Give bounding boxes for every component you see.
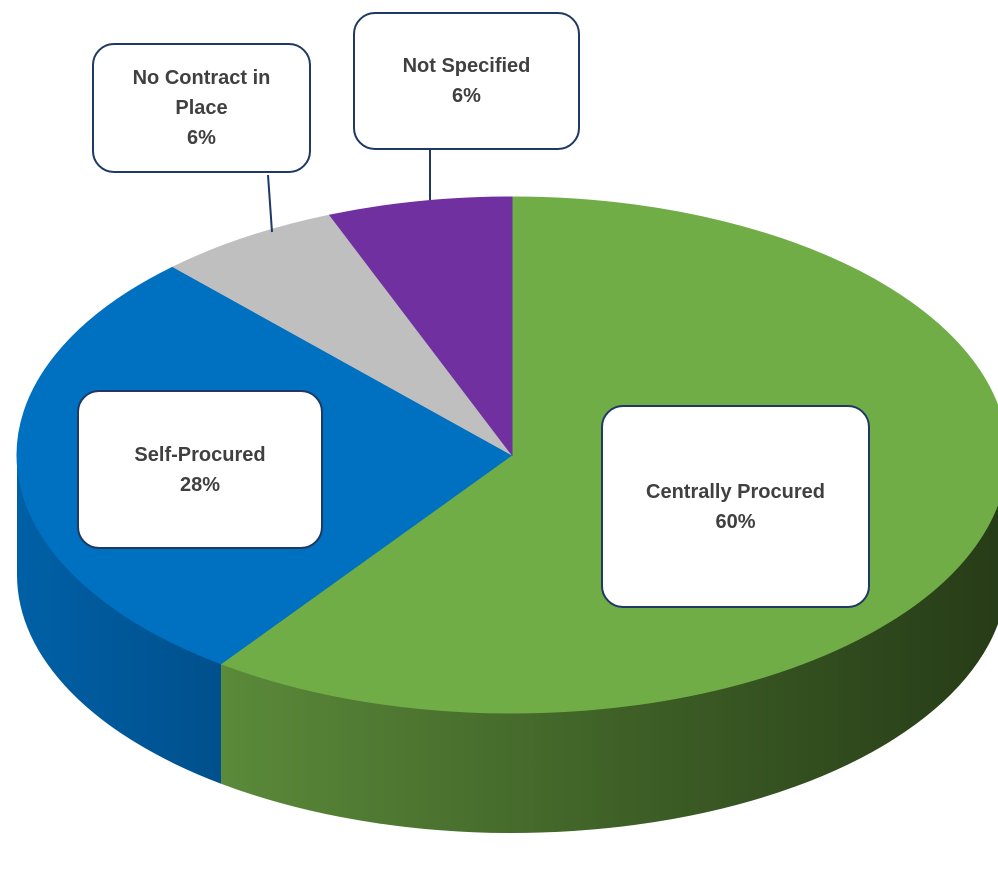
pie-slice (172, 214, 513, 456)
label-name: Self-Procured (134, 443, 266, 466)
data-label: Not Specified 6% (353, 12, 580, 150)
label-value: 6% (187, 127, 216, 149)
label-value: 6% (452, 85, 481, 107)
label-name: Not Specified (402, 55, 531, 77)
data-label: No Contract in Place 6% (92, 43, 311, 173)
label-value: 60% (715, 510, 756, 533)
label-name: No Contract in Place (132, 67, 271, 119)
data-label: Self-Procured 28% (77, 390, 323, 549)
leader-line (267, 174, 273, 233)
label-value: 28% (179, 473, 221, 496)
pie-sides (17, 455, 998, 833)
data-label: Centrally Procured 60% (601, 405, 870, 608)
label-name: Centrally Procured (646, 480, 825, 503)
pie-side (17, 455, 222, 784)
pie-slice (328, 196, 513, 457)
pie-side (221, 503, 998, 833)
